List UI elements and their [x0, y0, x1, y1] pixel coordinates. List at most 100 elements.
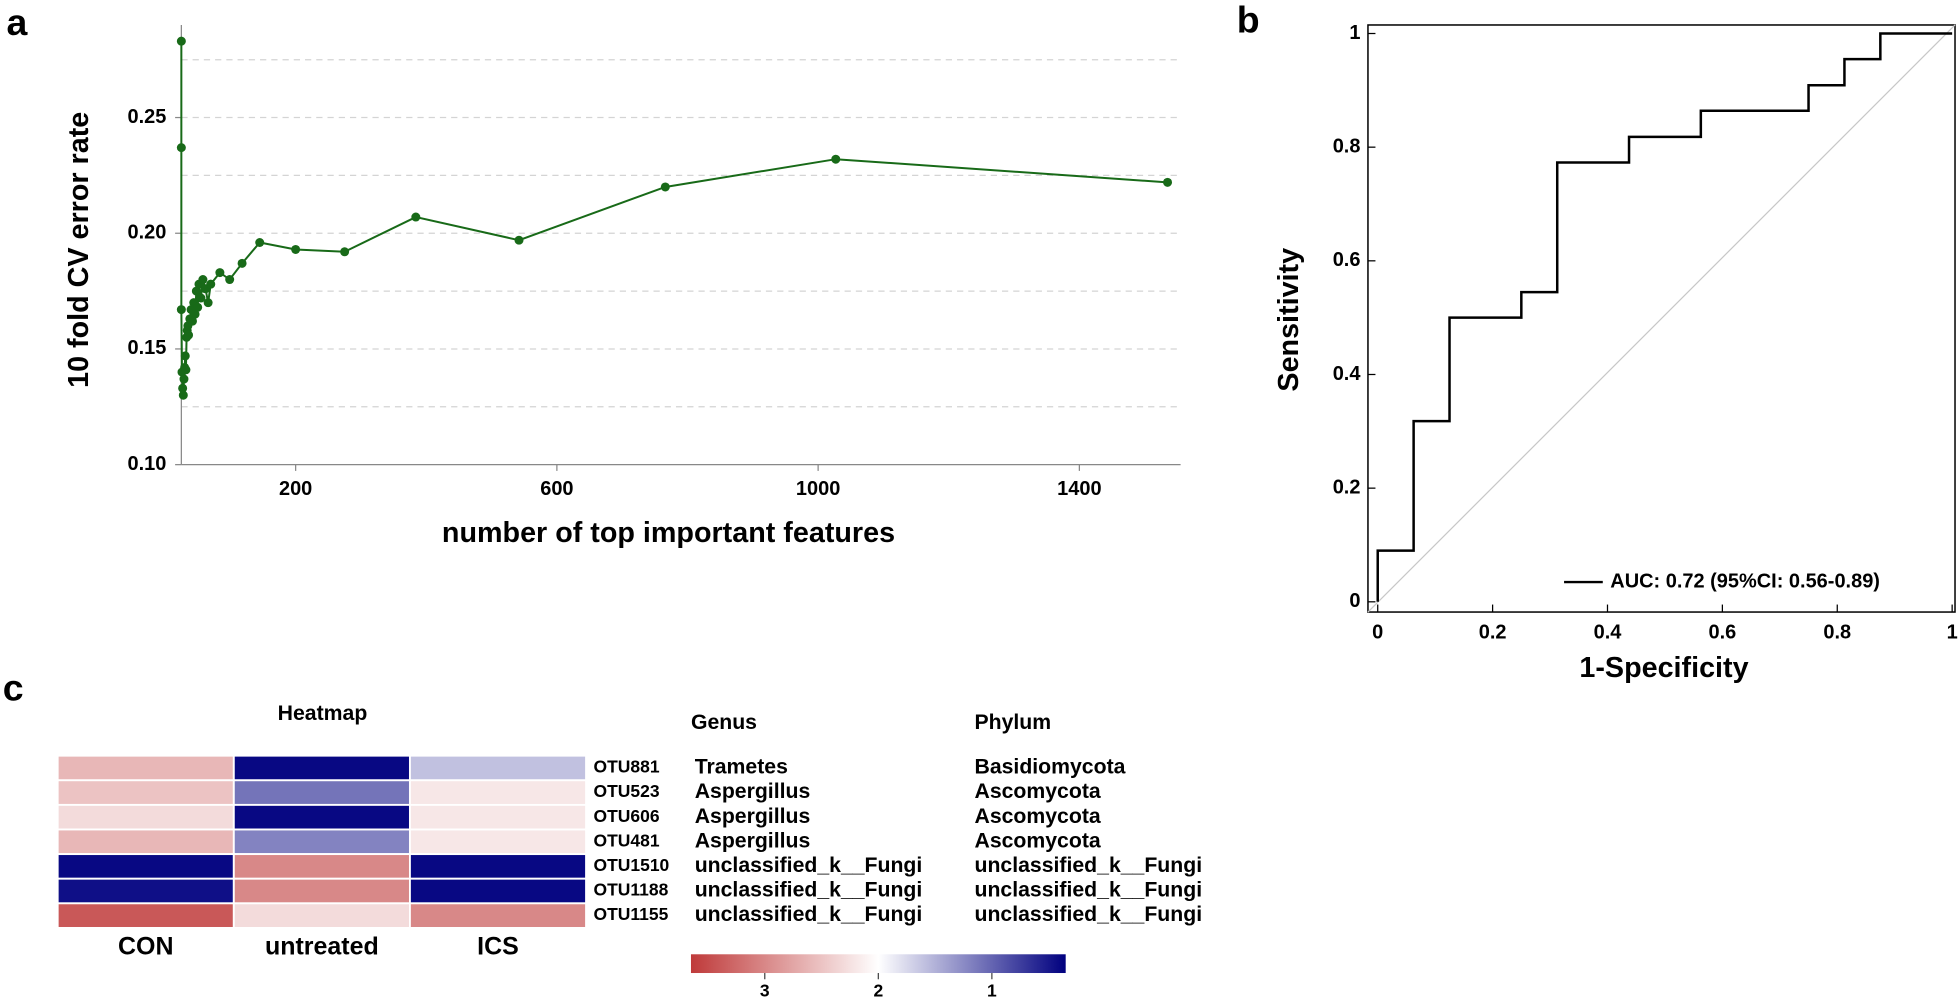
- data-point: [187, 316, 197, 326]
- phylum-label: unclassified_k__Fungi: [975, 903, 1203, 926]
- column-header: Genus: [691, 711, 757, 734]
- row-label: OTU481: [594, 830, 660, 850]
- roc-curve: [1376, 32, 1953, 602]
- y-tick-label: 0.10: [127, 453, 166, 475]
- row-label: OTU1188: [594, 880, 669, 900]
- row-label: OTU881: [594, 757, 660, 777]
- y-tick-label: 0.8: [1333, 135, 1361, 157]
- heatmap-cell: [232, 754, 411, 782]
- phylum-label: Basidiomycota: [975, 756, 1126, 779]
- data-point: [514, 235, 524, 245]
- genus-label: Aspergillus: [695, 780, 811, 803]
- heatmap-cell: [408, 803, 587, 831]
- phylum-label: Ascomycota: [975, 829, 1101, 852]
- heatmap-cell: [232, 828, 411, 856]
- data-point: [184, 330, 194, 340]
- data-point: [225, 275, 235, 285]
- heatmap-cell: [232, 779, 411, 806]
- genus-label: unclassified_k__Fungi: [695, 854, 923, 877]
- colorbar-tick-label: 1: [987, 980, 997, 998]
- heatmap-cell: [56, 853, 235, 880]
- data-point: [191, 286, 201, 296]
- x-axis-label: number of top important features: [442, 517, 895, 549]
- x-tick-label: 600: [540, 478, 573, 500]
- data-point: [660, 182, 670, 192]
- phylum-label: Ascomycota: [975, 780, 1101, 803]
- data-point: [203, 298, 213, 308]
- heatmap-cell: [408, 754, 587, 782]
- data-point: [176, 305, 186, 315]
- data-point: [178, 383, 188, 393]
- phylum-label: unclassified_k__Fungi: [975, 879, 1203, 902]
- panel-label: b: [1237, 0, 1260, 40]
- data-point: [255, 238, 265, 247]
- heatmap-cell: [408, 853, 587, 880]
- colorbar-tick-label: 2: [873, 980, 883, 998]
- colorbar-tick-label: 3: [760, 980, 770, 998]
- panel-label: c: [3, 667, 24, 709]
- data-point: [206, 279, 216, 289]
- data-point: [340, 247, 350, 257]
- row-label: OTU1510: [594, 855, 670, 875]
- genus-label: Aspergillus: [695, 829, 811, 852]
- data-point: [1163, 177, 1173, 187]
- x-tick-label: 1000: [796, 478, 840, 500]
- x-tick-label: 1400: [1057, 478, 1101, 500]
- column-label: ICS: [477, 933, 519, 961]
- y-tick-label: 0.6: [1333, 249, 1361, 271]
- y-tick-label: 0.2: [1333, 476, 1361, 498]
- genus-label: Aspergillus: [695, 805, 811, 828]
- column-header: Phylum: [975, 711, 1052, 734]
- data-point: [178, 390, 188, 400]
- heatmap-cell: [56, 754, 235, 782]
- x-tick-label: 0: [1372, 622, 1383, 644]
- column-label: untreated: [265, 933, 379, 961]
- y-axis-label: Sensitivity: [1273, 248, 1305, 392]
- heatmap-cell: [232, 877, 411, 905]
- genus-label: unclassified_k__Fungi: [695, 903, 923, 926]
- colorbar: [690, 954, 1066, 974]
- reference-line: [1367, 24, 1956, 613]
- heatmap-cell: [408, 902, 587, 929]
- data-point: [193, 302, 203, 312]
- heatmap-cell: [408, 779, 587, 806]
- heatmap-cell: [232, 803, 411, 831]
- x-tick-label: 0.4: [1594, 622, 1622, 644]
- data-point: [237, 258, 247, 268]
- heatmap-title: Heatmap: [278, 702, 368, 725]
- data-point: [198, 275, 208, 285]
- heatmap-cell: [232, 902, 411, 929]
- heatmap-cell: [56, 803, 235, 831]
- genus-label: unclassified_k__Fungi: [695, 879, 923, 902]
- legend-label: AUC: 0.72 (95%CI: 0.56-0.89): [1610, 570, 1880, 592]
- x-tick-label: 200: [279, 478, 312, 500]
- data-point: [180, 351, 190, 361]
- heatmap-cell: [408, 877, 587, 905]
- data-point: [190, 309, 200, 319]
- phylum-label: unclassified_k__Fungi: [975, 854, 1203, 877]
- heatmap-cell: [408, 828, 587, 856]
- y-tick-label: 1: [1349, 22, 1360, 44]
- heatmap-cell: [56, 779, 235, 806]
- data-point: [291, 244, 301, 254]
- x-tick-label: 0.8: [1823, 622, 1851, 644]
- data-point: [831, 154, 841, 164]
- y-tick-label: 0.25: [127, 106, 166, 128]
- data-point: [179, 374, 189, 384]
- column-label: CON: [118, 933, 174, 961]
- panel-label: a: [6, 1, 28, 43]
- plot-frame: [1367, 24, 1956, 613]
- row-label: OTU523: [594, 781, 660, 801]
- row-label: OTU606: [594, 806, 660, 826]
- data-point: [215, 268, 225, 278]
- heatmap-cell: [56, 877, 235, 905]
- data-point: [411, 212, 421, 222]
- heatmap-cell: [56, 902, 235, 929]
- heatmap-cell: [56, 828, 235, 856]
- x-tick-label: 1: [1947, 622, 1958, 644]
- heatmap-cell: [232, 853, 411, 880]
- data-point: [196, 293, 206, 303]
- data-point: [181, 365, 191, 375]
- row-label: OTU1155: [594, 904, 669, 924]
